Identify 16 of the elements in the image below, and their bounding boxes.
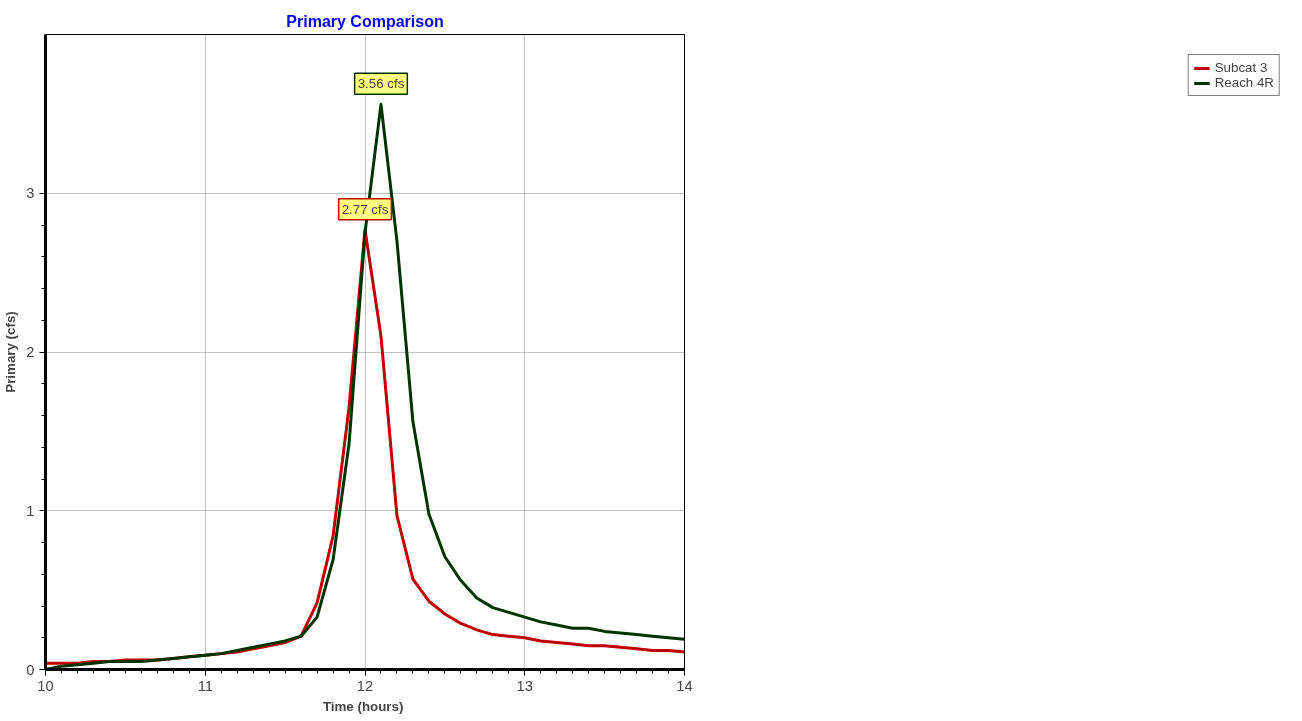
x-tick-label: 10 — [37, 677, 54, 694]
y-tick-label: 3 — [26, 185, 35, 202]
chart-title: Primary Comparison — [286, 12, 444, 30]
y-tick-label: 2 — [26, 344, 35, 360]
x-tick-label: 11 — [197, 677, 213, 694]
x-axis-title: Time (hours) — [322, 698, 404, 714]
x-tick-label: 14 — [676, 677, 693, 694]
y-axis-title: Primary (cfs) — [3, 311, 19, 393]
annotation: 2.77 cfs — [341, 201, 389, 217]
legend-label: Subcat 3 — [1214, 60, 1268, 75]
annotation: 3.56 cfs — [357, 76, 405, 92]
y-tick-label: 0 — [26, 661, 35, 678]
x-tick-label: 13 — [516, 677, 533, 694]
y-tick-label: 1 — [26, 502, 35, 519]
x-tick-label: 12 — [356, 677, 374, 694]
legend-label: Reach 4R — [1214, 75, 1274, 90]
